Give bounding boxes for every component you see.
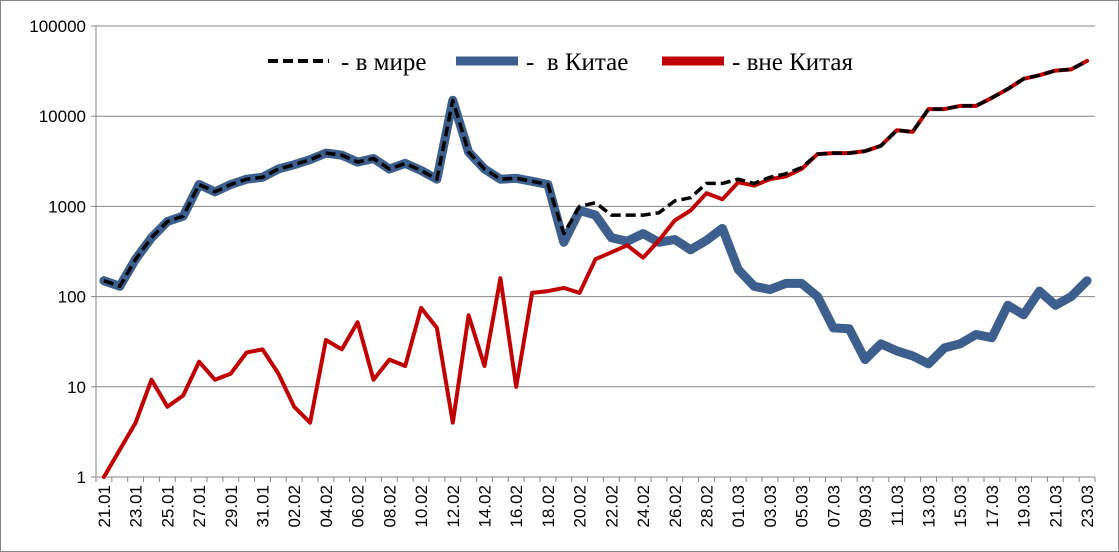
x-tick-label: 21.03 [1046, 485, 1065, 528]
x-tick-label: 03.03 [761, 485, 780, 528]
x-tick-label: 29.01 [222, 485, 241, 528]
x-tick-label: 14.02 [476, 485, 495, 528]
x-tick-label: 09.03 [856, 485, 875, 528]
x-tick-label: 04.02 [317, 485, 336, 528]
x-tick-label: 27.01 [190, 485, 209, 528]
y-tick-label: 10000 [39, 107, 86, 126]
legend-label-china: - в Китае [526, 49, 628, 76]
y-tick-label: 10 [67, 378, 86, 397]
x-tick-label: 24.02 [634, 485, 653, 528]
x-tick-label: 01.03 [729, 485, 748, 528]
series-line-1 [101, 58, 1090, 479]
y-tick-label: 1000 [48, 197, 86, 216]
y-axis-ticks: 1 10 100 1000 10000 100000 [29, 17, 96, 487]
x-axis-ticks: 21.01 23.01 25.01 27.01 29.01 31.01 02.02 04.02… [95, 477, 1097, 528]
x-tick-label: 10.02 [412, 485, 431, 528]
x-tick-label: 18.02 [539, 485, 558, 528]
x-tick-label: 05.03 [793, 485, 812, 528]
x-tick-label: 15.03 [951, 485, 970, 528]
series-line-2 [103, 59, 1088, 289]
x-tick-label: 31.01 [254, 485, 273, 528]
series-layer [99, 58, 1092, 479]
x-tick-label: 02.02 [285, 485, 304, 528]
x-tick-label: 07.03 [824, 485, 843, 528]
y-tick-label: 1 [77, 468, 86, 487]
x-tick-label: 26.02 [666, 485, 685, 528]
x-tick-label: 11.03 [888, 485, 907, 526]
x-tick-label: 06.02 [349, 485, 368, 528]
x-tick-label: 22.02 [602, 485, 621, 528]
legend: - в мире - в Китае - вне Китая [268, 49, 853, 76]
y-tick-label: 100 [58, 288, 86, 307]
gridlines [96, 25, 1095, 478]
x-tick-label: 21.01 [95, 485, 114, 528]
axes [95, 26, 1095, 478]
series-line-0 [99, 95, 1092, 369]
x-tick-label: 08.02 [380, 485, 399, 528]
x-tick-label: 13.03 [920, 485, 939, 528]
x-tick-label: 28.02 [698, 485, 717, 528]
x-tick-label: 20.02 [571, 485, 590, 528]
x-tick-label: 25.01 [158, 485, 177, 528]
legend-label-world: - в мире [341, 49, 426, 76]
x-tick-label: 23.03 [1078, 485, 1097, 528]
x-tick-label: 19.03 [1015, 485, 1034, 528]
x-tick-label: 17.03 [983, 485, 1002, 528]
x-tick-label: 16.02 [507, 485, 526, 528]
legend-label-outside: - вне Китая [732, 49, 853, 76]
x-tick-label: 23.01 [127, 485, 146, 528]
x-tick-label: 12.02 [444, 485, 463, 528]
y-tick-label: 100000 [29, 17, 86, 36]
